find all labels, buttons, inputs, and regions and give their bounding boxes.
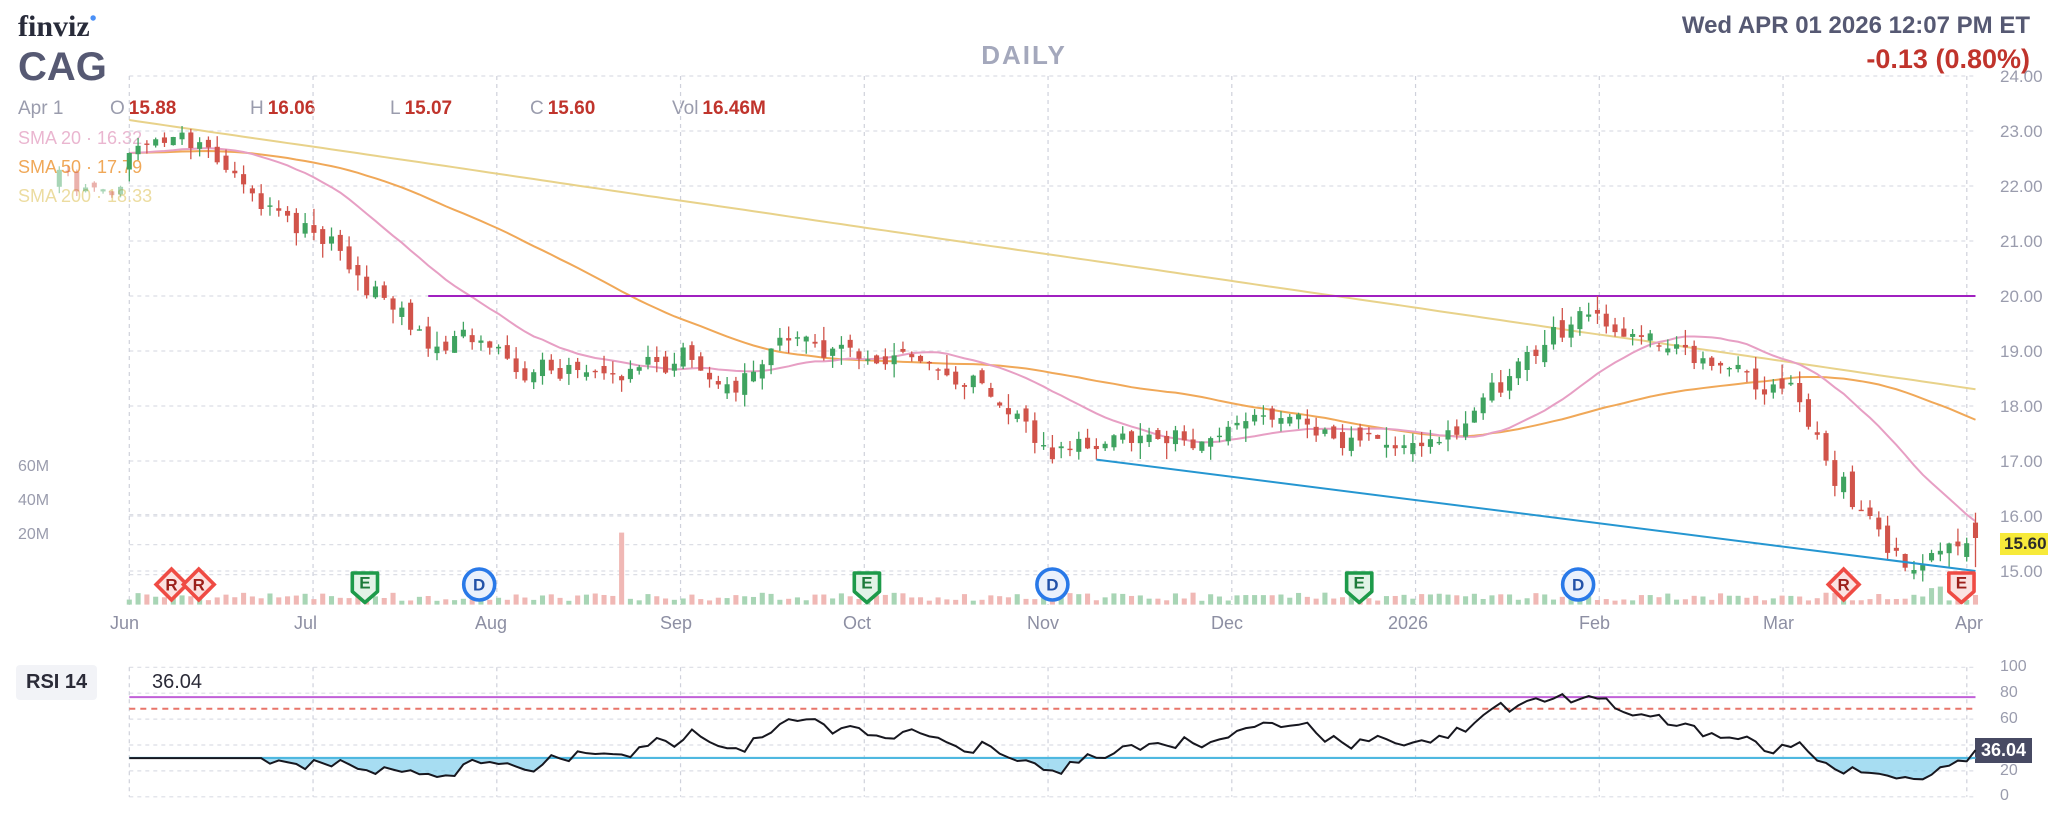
svg-text:R: R [165,576,177,595]
svg-text:E: E [861,574,872,593]
svg-text:R: R [1837,576,1849,595]
svg-text:E: E [1354,574,1365,593]
svg-text:D: D [473,576,485,595]
svg-text:E: E [359,574,370,593]
svg-text:E: E [1956,574,1967,593]
svg-text:D: D [1046,576,1058,595]
svg-text:R: R [193,576,205,595]
svg-text:D: D [1572,576,1584,595]
